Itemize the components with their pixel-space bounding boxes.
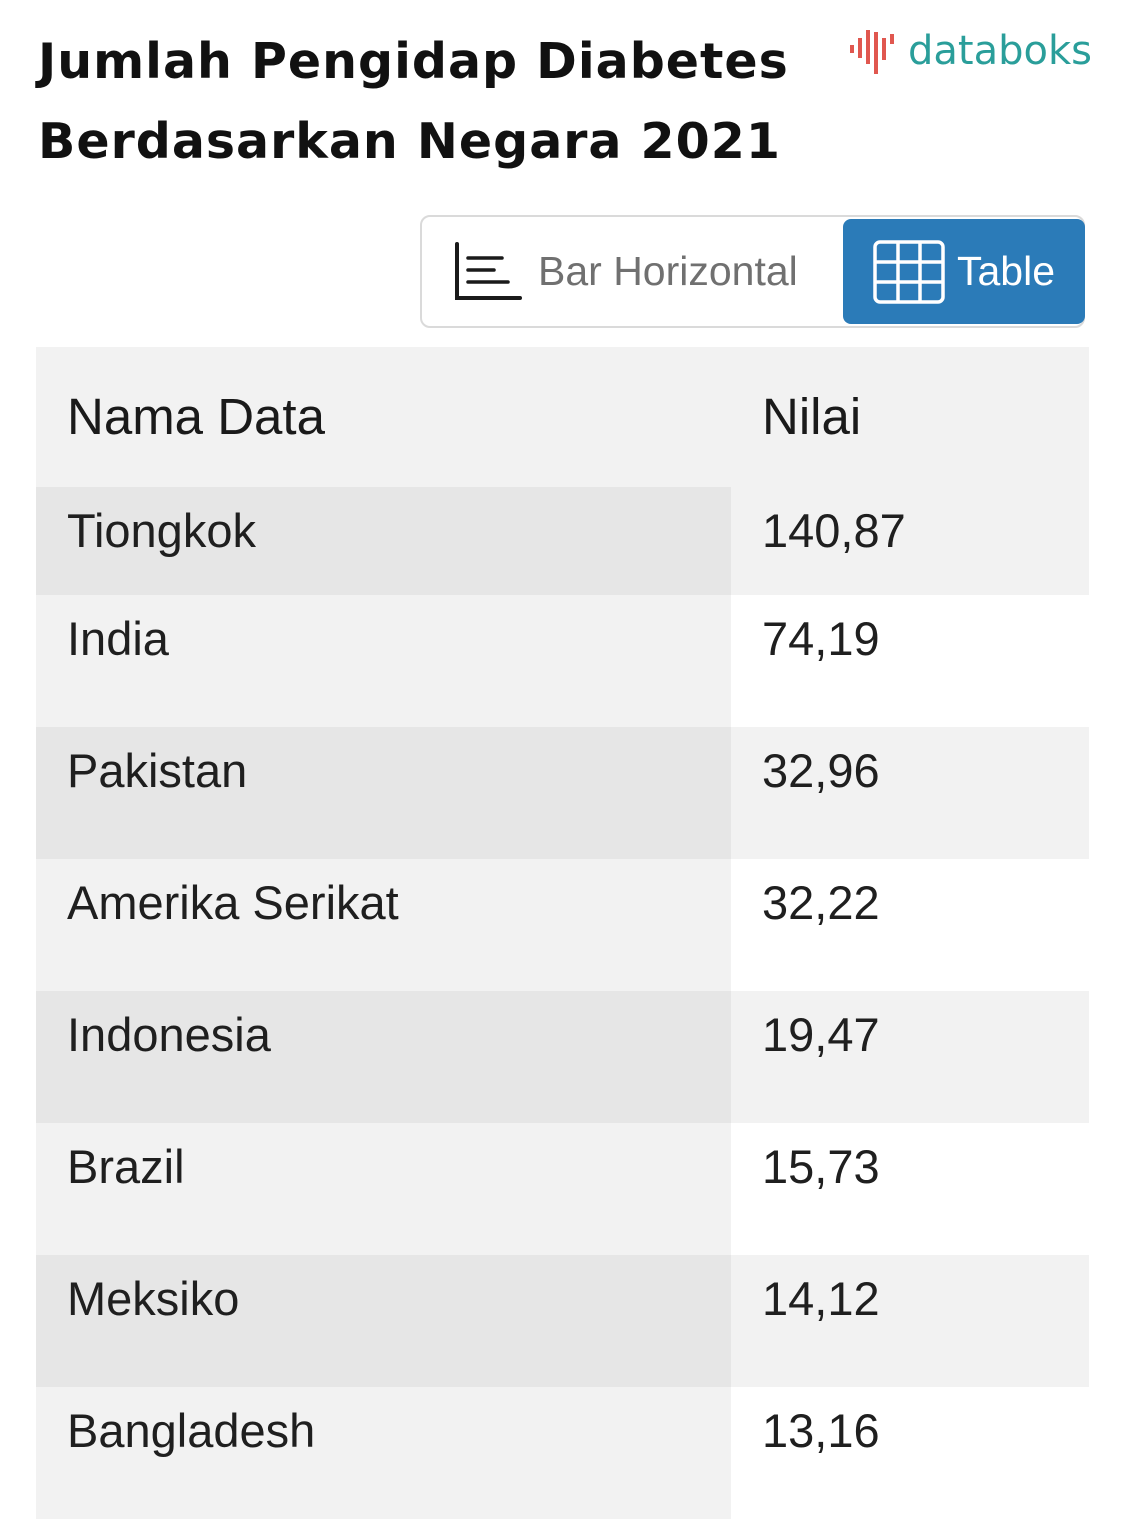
row-name-cell: Amerika Serikat <box>36 859 731 991</box>
column-header-value: Nilai <box>762 388 862 445</box>
column-header-name: Nama Data <box>67 388 325 445</box>
chart-title-line-1: Jumlah Pengidap Diabetes <box>38 33 789 90</box>
row-value-cell: 14,12 <box>731 1255 1089 1387</box>
table-row: Tiongkok 140,87 <box>36 487 1089 595</box>
row-value-cell: 13,16 <box>731 1387 1089 1519</box>
row-name-cell: Indonesia <box>36 991 731 1123</box>
table-row: Meksiko 14,12 <box>36 1255 1089 1387</box>
row-value-cell: 19,47 <box>731 991 1089 1123</box>
row-name: Indonesia <box>67 1008 271 1061</box>
row-name: India <box>67 612 169 665</box>
table-row: Pakistan 32,96 <box>36 727 1089 859</box>
bar-horizontal-button[interactable]: Bar Horizontal <box>422 217 842 326</box>
row-value: 140,87 <box>762 504 906 557</box>
row-name-cell: Pakistan <box>36 727 731 859</box>
row-name: Tiongkok <box>67 504 256 557</box>
row-name: Brazil <box>67 1140 185 1193</box>
row-value-cell: 74,19 <box>731 595 1089 727</box>
row-value-cell: 32,22 <box>731 859 1089 991</box>
row-name-cell: Bangladesh <box>36 1387 731 1519</box>
data-table: Nama Data Nilai Tiongkok 140,87 India 74… <box>36 347 1089 1519</box>
bar-chart-icon <box>455 241 522 300</box>
table-label: Table <box>957 248 1056 294</box>
databoks-logo[interactable]: databoks <box>848 26 1092 76</box>
chart-title-line-2: Berdasarkan Negara 2021 <box>38 113 781 170</box>
row-value: 14,12 <box>762 1272 880 1325</box>
row-value: 19,47 <box>762 1008 880 1061</box>
table-row: Indonesia 19,47 <box>36 991 1089 1123</box>
row-value-cell: 140,87 <box>731 487 1089 595</box>
table-row: India 74,19 <box>36 595 1089 727</box>
databoks-logo-icon <box>850 30 894 74</box>
row-value: 15,73 <box>762 1140 880 1193</box>
table-grid-icon <box>873 239 945 304</box>
row-name-cell: Tiongkok <box>36 487 731 595</box>
row-name: Amerika Serikat <box>67 876 399 929</box>
table-header: Nama Data Nilai <box>36 347 1089 487</box>
row-value-cell: 32,96 <box>731 727 1089 859</box>
row-name: Pakistan <box>67 744 248 797</box>
row-name: Meksiko <box>67 1272 240 1325</box>
row-name: Bangladesh <box>67 1404 316 1457</box>
table-button[interactable]: Table <box>843 219 1085 324</box>
chart-title: Jumlah Pengidap Diabetes Berdasarkan Neg… <box>38 22 798 182</box>
row-value: 74,19 <box>762 612 880 665</box>
table-row: Brazil 15,73 <box>36 1123 1089 1255</box>
row-value: 13,16 <box>762 1404 880 1457</box>
row-value: 32,22 <box>762 876 880 929</box>
row-value-cell: 15,73 <box>731 1123 1089 1255</box>
row-name-cell: Brazil <box>36 1123 731 1255</box>
table-row: Amerika Serikat 32,22 <box>36 859 1089 991</box>
databoks-logo-text: databoks <box>908 28 1092 74</box>
view-toggle: Bar Horizontal Table <box>420 215 1085 328</box>
bar-horizontal-label: Bar Horizontal <box>538 248 798 294</box>
table-row: Bangladesh 13,16 <box>36 1387 1089 1519</box>
row-name-cell: India <box>36 595 731 727</box>
row-name-cell: Meksiko <box>36 1255 731 1387</box>
row-value: 32,96 <box>762 744 880 797</box>
